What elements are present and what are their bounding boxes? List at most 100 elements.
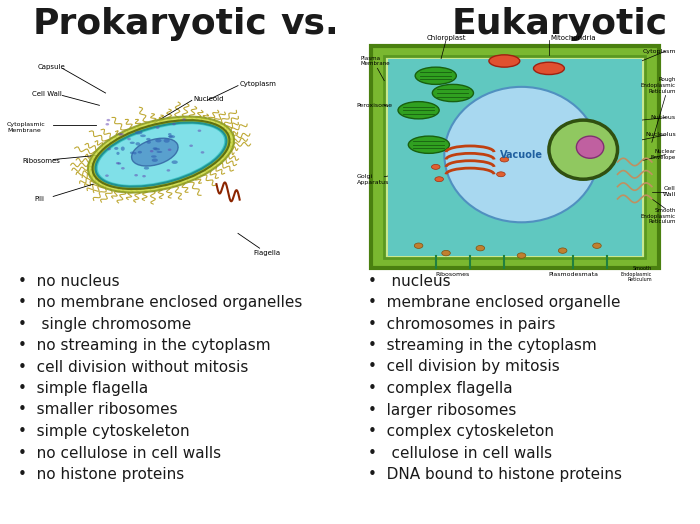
Text: •  streaming in the cytoplasm: • streaming in the cytoplasm [368,338,596,353]
Text: vs.: vs. [281,7,339,41]
Ellipse shape [118,162,121,165]
Text: •  simple cytoskeleton: • simple cytoskeleton [18,424,190,439]
Text: •  DNA bound to histone proteins: • DNA bound to histone proteins [368,467,622,482]
Ellipse shape [476,245,484,251]
Ellipse shape [197,129,202,132]
FancyBboxPatch shape [370,46,659,268]
Text: Pili: Pili [35,196,45,202]
Text: Cell
Wall: Cell Wall [663,186,676,197]
Text: Smooth
Endoplasmic
Reticulum: Smooth Endoplasmic Reticulum [640,208,676,224]
Ellipse shape [133,152,136,155]
Ellipse shape [155,139,162,143]
Ellipse shape [135,131,143,135]
Ellipse shape [88,116,234,193]
Text: Golgi
Apparatus: Golgi Apparatus [357,174,389,184]
Ellipse shape [168,148,172,151]
Ellipse shape [408,136,449,154]
Text: Nuclear
Envelope: Nuclear Envelope [650,149,676,160]
Text: •  complex cytoskeleton: • complex cytoskeleton [368,424,554,439]
Ellipse shape [489,55,520,67]
Ellipse shape [444,87,598,222]
Text: Vacuole: Vacuole [500,149,543,160]
Ellipse shape [138,151,142,154]
Text: •   single chromosome: • single chromosome [18,316,191,332]
Ellipse shape [121,147,125,151]
Text: Cytoplasm: Cytoplasm [239,81,276,88]
Ellipse shape [153,148,160,150]
Ellipse shape [116,162,120,165]
Ellipse shape [150,150,153,152]
Ellipse shape [201,151,204,154]
Ellipse shape [182,118,186,121]
Ellipse shape [98,124,224,185]
Text: Ribosomes: Ribosomes [436,271,470,277]
Ellipse shape [153,147,158,150]
Ellipse shape [151,155,157,158]
Text: Flagella: Flagella [253,250,281,256]
Text: Cytoplasm: Cytoplasm [643,49,676,53]
Text: Mitochondria: Mitochondria [550,35,596,40]
Ellipse shape [168,133,172,136]
Text: •  no membrane enclosed organelles: • no membrane enclosed organelles [18,295,302,310]
Text: •   nucleus: • nucleus [368,274,451,289]
Text: Capsule: Capsule [38,64,66,70]
Ellipse shape [559,248,567,253]
Text: •  no histone proteins: • no histone proteins [18,467,184,482]
Ellipse shape [106,123,109,125]
Text: Nucleolus: Nucleolus [645,133,676,137]
Ellipse shape [517,253,526,258]
Text: •  complex flagella: • complex flagella [368,381,512,396]
Ellipse shape [140,135,146,137]
Ellipse shape [533,62,564,74]
Text: •  no nucleus: • no nucleus [18,274,120,289]
Text: Peroxisome: Peroxisome [357,103,393,108]
Ellipse shape [167,169,170,172]
Ellipse shape [431,165,440,169]
Ellipse shape [121,167,125,170]
Ellipse shape [130,141,135,144]
Text: Eukaryotic: Eukaryotic [452,7,668,41]
Ellipse shape [107,148,111,150]
Ellipse shape [146,140,151,144]
Ellipse shape [134,174,138,177]
Text: •  no cellulose in cell walls: • no cellulose in cell walls [18,445,221,461]
Ellipse shape [164,138,169,143]
Ellipse shape [146,138,150,140]
FancyBboxPatch shape [388,59,641,256]
Text: Smooth
Endoplasmic
Reticulum: Smooth Endoplasmic Reticulum [621,266,652,282]
Text: •  no streaming in the cytoplasm: • no streaming in the cytoplasm [18,338,271,353]
Ellipse shape [116,152,120,155]
Text: Nucleus: Nucleus [651,115,676,120]
Ellipse shape [576,136,604,158]
Text: •  chromosomes in pairs: • chromosomes in pairs [368,316,556,332]
Ellipse shape [118,133,122,136]
Text: •  larger ribosomes: • larger ribosomes [368,402,517,418]
Ellipse shape [172,123,176,125]
Ellipse shape [136,142,140,146]
Ellipse shape [114,147,118,150]
Text: •   cellulose in cell walls: • cellulose in cell walls [368,445,552,461]
Ellipse shape [144,167,149,170]
Ellipse shape [500,157,509,162]
Ellipse shape [152,158,158,162]
Ellipse shape [132,138,178,166]
Ellipse shape [549,120,617,179]
Text: Chloroplast: Chloroplast [426,35,466,40]
Ellipse shape [169,135,175,138]
Ellipse shape [168,135,173,137]
Text: Cytoplasmic
Membrane: Cytoplasmic Membrane [7,122,46,133]
Ellipse shape [105,174,108,177]
Text: •  cell division by mitosis: • cell division by mitosis [368,359,560,375]
Ellipse shape [95,123,227,187]
FancyBboxPatch shape [384,56,645,258]
Text: Rough
Endoplasmic
Reticulum: Rough Endoplasmic Reticulum [640,78,676,94]
Ellipse shape [127,138,131,140]
Text: •  simple flagella: • simple flagella [18,381,148,396]
Ellipse shape [442,250,450,256]
Ellipse shape [435,177,444,182]
Ellipse shape [156,126,160,129]
Ellipse shape [106,119,110,122]
Text: Ribosomes: Ribosomes [22,158,60,163]
Ellipse shape [142,175,146,178]
Ellipse shape [120,133,124,135]
